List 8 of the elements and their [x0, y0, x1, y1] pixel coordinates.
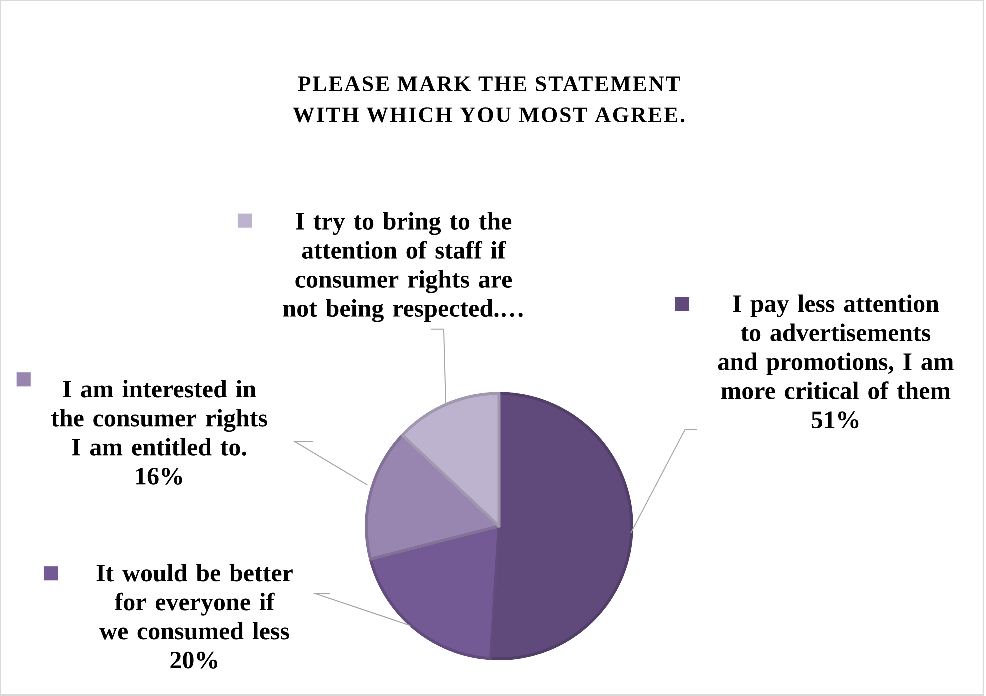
legend-label: It would be better for everyone if we consumed less [96, 564, 293, 640]
legend-label: I try to bring to the attention of staff if consumer rights are not being respected.… [283, 212, 523, 322]
chart-title: PLEASE MARK THE STATEMENT WITH WHICH YOU MOST AGREE. [293, 76, 685, 123]
legend-label: I pay less attention to advertisements and promotions, I am more critical of them [718, 294, 954, 400]
legend-label: I am interested in the consumer rights I am entitled to. [52, 380, 268, 456]
data-label: 16% [136, 468, 182, 485]
data-label: 51% [812, 412, 859, 429]
data-label: 20% [170, 652, 218, 669]
